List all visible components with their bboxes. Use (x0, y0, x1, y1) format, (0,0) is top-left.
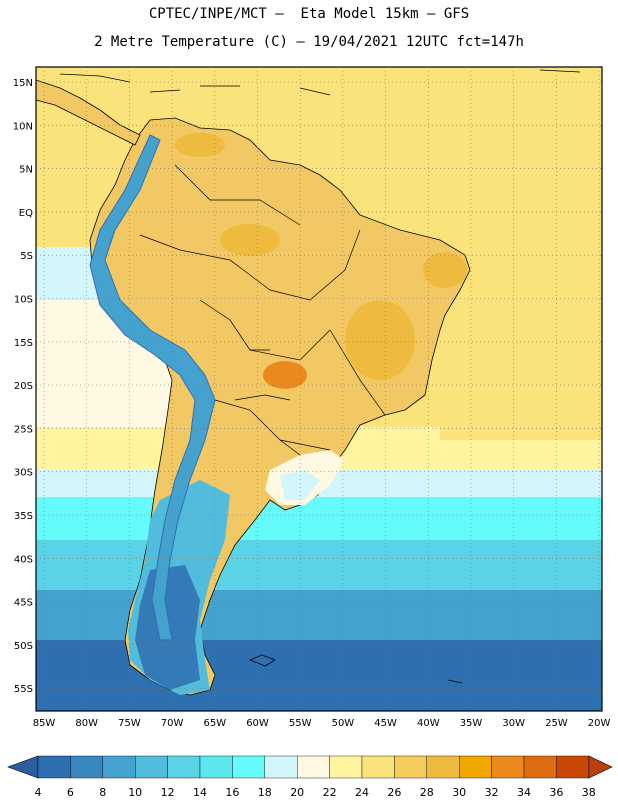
lon-label: 70W (161, 718, 184, 729)
lon-label: 75W (118, 718, 141, 729)
lat-label: 15N (13, 78, 33, 89)
lon-label: 45W (374, 718, 397, 729)
colorbar-tick-label: 4 (35, 786, 42, 799)
lat-label: 10S (14, 295, 33, 306)
lon-label: 50W (332, 718, 355, 729)
colorbar-swatch (167, 755, 201, 779)
colorbar-tick-label: 28 (420, 786, 434, 799)
map-field (36, 67, 602, 711)
graticule (36, 67, 602, 711)
colorbar-swatch (361, 755, 395, 779)
northeast-warm-zone (423, 252, 467, 288)
colorbar-swatch (134, 755, 168, 779)
lon-label: 20W (588, 718, 611, 729)
lat-label: 40S (14, 554, 33, 565)
colorbar-swatch (426, 755, 460, 779)
colorbar-swatch (459, 755, 492, 779)
colorbar-swatch (523, 755, 557, 779)
pampas-cool-land (280, 470, 320, 500)
colorbar-swatch (491, 755, 525, 779)
colorbar-tick-label: 10 (128, 786, 142, 799)
colorbar-tick-label: 20 (290, 786, 304, 799)
colorbar-tick-label: 24 (355, 786, 369, 799)
lat-label: 25S (14, 424, 33, 435)
colorbar-tick-label: 22 (323, 786, 337, 799)
colorbar: 4 6 8 10 12 14 16 18 20 22 24 26 28 30 32 34 36 38 (7, 755, 613, 799)
south-georgia (447, 679, 463, 684)
colorbar-tick-label: 36 (549, 786, 563, 799)
lat-label: 55S (14, 684, 33, 695)
central-america-land (36, 79, 141, 146)
lat-label: EQ (19, 208, 33, 219)
lon-label: 40W (417, 718, 440, 729)
colorbar-high-arrow (588, 755, 613, 779)
bahia-warm-zone (345, 300, 415, 380)
colorbar-tick-label: 18 (258, 786, 272, 799)
lat-label: 5N (19, 165, 33, 176)
colorbar-swatch (264, 755, 298, 779)
colorbar-swatch (297, 755, 330, 779)
lat-label: 5S (20, 251, 33, 262)
lon-label: 65W (203, 718, 226, 729)
colorbar-tick-label: 16 (225, 786, 239, 799)
ocean-atlantic-warm (440, 380, 602, 440)
map-title-line1: CPTEC/INPE/MCT – Eta Model 15km – GFS (148, 6, 470, 22)
colorbar-swatch (199, 755, 233, 779)
colorbar-swatch (329, 755, 363, 779)
lon-label: 80W (75, 718, 98, 729)
caribbean-islands (59, 69, 581, 96)
lat-label: 35S (14, 511, 33, 522)
colorbar-swatch (394, 755, 427, 779)
colorbar-low-arrow (7, 755, 39, 779)
pantanal-hotspot (263, 361, 307, 389)
colorbar-tick-label: 8 (99, 786, 106, 799)
lon-label: 55W (289, 718, 312, 729)
map-frame (35, 66, 603, 712)
colorbar-tick-label: 14 (193, 786, 207, 799)
colorbar-swatch (232, 755, 265, 779)
amazon-warm-zone (220, 224, 280, 256)
venezuela-hotspot (175, 133, 225, 157)
lon-label: 25W (545, 718, 568, 729)
lat-label: 20S (14, 381, 33, 392)
map-title-line2: 2 Metre Temperature (C) – 19/04/2021 12U… (94, 34, 524, 50)
lon-label: 35W (460, 718, 483, 729)
lat-label: 30S (14, 468, 33, 479)
lat-label: 45S (14, 598, 33, 609)
colorbar-swatch (556, 755, 590, 779)
colorbar-tick-label: 26 (387, 786, 401, 799)
falkland-islands (248, 654, 276, 667)
lat-label: 10N (13, 121, 33, 132)
latitude-labels: 15N 10N 5N EQ 5S 10S 15S 20S 25S 30S 35S 40S 45S 50S 5… (13, 78, 33, 695)
lat-label: 15S (14, 338, 33, 349)
colorbar-tick-label: 34 (517, 786, 531, 799)
colorbar-tick-label: 32 (485, 786, 499, 799)
colorbar-swatch (70, 755, 104, 779)
lat-label: 50S (14, 641, 33, 652)
lon-label: 30W (502, 718, 525, 729)
colorbar-swatch (102, 755, 136, 779)
lon-label: 60W (246, 718, 269, 729)
longitude-labels: 85W 80W 75W 70W 65W 60W 55W 50W 45W 40W 35W 30W 25W 2… (33, 718, 611, 729)
colorbar-tick-label: 30 (452, 786, 466, 799)
colorbar-tick-label: 6 (67, 786, 74, 799)
ocean-polar-band (36, 640, 602, 711)
colorbar-tick-label: 12 (161, 786, 175, 799)
colorbar-swatch (37, 755, 71, 779)
colorbar-tick-label: 38 (582, 786, 596, 799)
lon-label: 85W (33, 718, 56, 729)
